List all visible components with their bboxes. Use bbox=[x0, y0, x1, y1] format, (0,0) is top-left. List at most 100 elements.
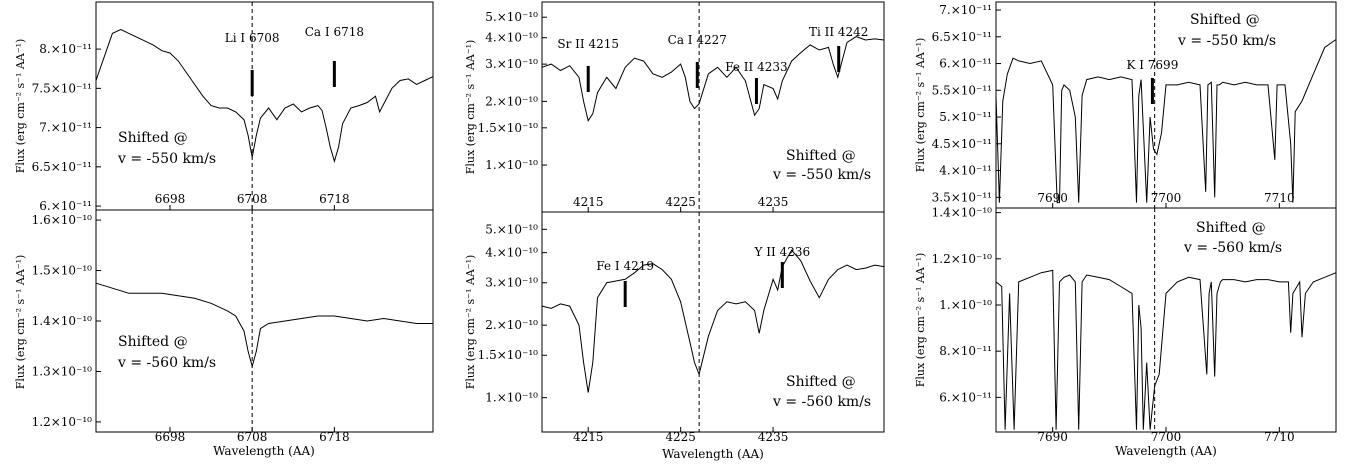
panel-ca-top: 1.×10⁻¹⁰ 1.5×10⁻¹⁰ 2.×10⁻¹⁰ 3.×10⁻¹⁰ 4.×10⁻¹… bbox=[464, 1, 885, 213]
x-tick-label: 6698 bbox=[155, 192, 186, 206]
line-marker-label: Fe II 4233 bbox=[725, 60, 787, 74]
y-axis-ticks: 1.2×10⁻¹⁰ 1.3×10⁻¹⁰ 1.4×10⁻¹⁰ 1.5×10⁻¹⁰ 1.6×… bbox=[32, 213, 101, 429]
y-axis-label: Flux (erg cm⁻² s⁻¹ AA⁻¹) bbox=[14, 39, 27, 174]
spectrum-line bbox=[95, 28, 434, 164]
x-tick-label: 7700 bbox=[1151, 430, 1182, 444]
shift-label-line1: Shifted @ bbox=[1196, 220, 1266, 236]
plot-frame bbox=[541, 211, 885, 433]
x-axis-ticks: 7690 7700 7710 bbox=[1037, 191, 1295, 208]
y-tick-label: 1.2×10⁻¹⁰ bbox=[32, 415, 93, 429]
y-axis-label: Flux (erg cm⁻² s⁻¹ AA⁻¹) bbox=[464, 40, 477, 175]
shift-label-line1: Shifted @ bbox=[118, 130, 188, 146]
y-tick-label: 1.5×10⁻¹⁰ bbox=[32, 264, 93, 278]
y-axis-ticks: 1.×10⁻¹⁰ 1.5×10⁻¹⁰ 2.×10⁻¹⁰ 3.×10⁻¹⁰ 4.×10⁻¹… bbox=[478, 10, 547, 172]
shift-label-line2: v = -550 km/s bbox=[117, 151, 216, 167]
y-axis-label: Flux (erg cm⁻² s⁻¹ AA⁻¹) bbox=[464, 255, 477, 390]
line-markers: K I 7699 bbox=[1126, 58, 1178, 104]
y-tick-label: 1.4×10⁻¹⁰ bbox=[32, 314, 93, 328]
y-tick-label: 1.×10⁻¹⁰ bbox=[939, 298, 992, 312]
y-tick-label: 6.×10⁻¹¹ bbox=[39, 199, 92, 213]
line-markers: Fe I 4219 Y II 4236 bbox=[596, 245, 810, 307]
y-tick-label: 1.3×10⁻¹⁰ bbox=[32, 364, 93, 378]
x-axis-label: Wavelength (AA) bbox=[213, 444, 315, 458]
x-tick-label: 4235 bbox=[758, 430, 789, 444]
y-axis-ticks: 6.×10⁻¹¹ 6.5×10⁻¹¹ 7.×10⁻¹¹ 7.5×10⁻¹¹ 8.×10⁻… bbox=[32, 42, 101, 213]
plot-frame bbox=[995, 1, 1337, 209]
y-tick-label: 1.6×10⁻¹⁰ bbox=[32, 213, 93, 227]
x-tick-label: 7710 bbox=[1264, 430, 1295, 444]
y-tick-label: 7.5×10⁻¹¹ bbox=[32, 81, 92, 95]
y-tick-label: 4.×10⁻¹⁰ bbox=[485, 246, 538, 260]
x-tick-label: 4215 bbox=[573, 430, 604, 444]
y-tick-label: 5.5×10⁻¹¹ bbox=[932, 83, 992, 97]
y-axis-label: Flux (erg cm⁻² s⁻¹ AA⁻¹) bbox=[914, 253, 927, 388]
line-marker-label: Ca I 4227 bbox=[668, 33, 727, 47]
y-tick-label: 8.×10⁻¹¹ bbox=[939, 344, 992, 358]
shift-label-line1: Shifted @ bbox=[786, 148, 856, 164]
x-axis-label: Wavelength (AA) bbox=[1115, 444, 1217, 458]
spectrum-line bbox=[95, 282, 433, 369]
panel-k-bottom: 6.×10⁻¹¹ 8.×10⁻¹¹ 1.×10⁻¹⁰ 1.2×10⁻¹⁰ 1.4×10⁻… bbox=[914, 206, 1337, 458]
plot-frame bbox=[95, 209, 434, 433]
line-marker-label: K I 7699 bbox=[1126, 58, 1178, 72]
y-axis-label: Flux (erg cm⁻² s⁻¹ AA⁻¹) bbox=[14, 255, 27, 390]
spectrum-line bbox=[995, 39, 1337, 204]
x-axis-label: Wavelength (AA) bbox=[662, 447, 764, 461]
y-tick-label: 3.5×10⁻¹¹ bbox=[932, 190, 992, 204]
y-tick-label: 1.4×10⁻¹⁰ bbox=[932, 206, 993, 220]
spectrum-line bbox=[541, 249, 885, 393]
y-axis-ticks: 1.×10⁻¹⁰ 1.5×10⁻¹⁰ 2.×10⁻¹⁰ 3.×10⁻¹⁰ 4.×10⁻¹… bbox=[478, 222, 547, 405]
y-tick-label: 2.×10⁻¹⁰ bbox=[485, 94, 538, 108]
y-tick-label: 7.×10⁻¹¹ bbox=[39, 121, 92, 135]
y-tick-label: 5.×10⁻¹¹ bbox=[939, 110, 992, 124]
y-tick-label: 5.×10⁻¹⁰ bbox=[485, 222, 538, 236]
y-tick-label: 4.×10⁻¹¹ bbox=[939, 164, 992, 178]
line-markers: Sr II 4215 Ca I 4227 Fe II 4233 Ti II 4242 bbox=[557, 25, 868, 104]
panel-ca-bottom: 1.×10⁻¹⁰ 1.5×10⁻¹⁰ 2.×10⁻¹⁰ 3.×10⁻¹⁰ 4.×10⁻¹… bbox=[464, 211, 885, 461]
y-tick-label: 1.2×10⁻¹⁰ bbox=[932, 252, 993, 266]
line-marker-label: Sr II 4215 bbox=[557, 37, 619, 51]
panel-li-bottom: 1.2×10⁻¹⁰ 1.3×10⁻¹⁰ 1.4×10⁻¹⁰ 1.5×10⁻¹⁰ 1.6×… bbox=[14, 209, 434, 458]
y-tick-label: 5.×10⁻¹⁰ bbox=[485, 10, 538, 24]
x-tick-label: 4215 bbox=[573, 195, 604, 209]
y-axis-ticks: 6.×10⁻¹¹ 8.×10⁻¹¹ 1.×10⁻¹⁰ 1.2×10⁻¹⁰ 1.4×10⁻… bbox=[932, 206, 1001, 404]
x-tick-label: 6718 bbox=[319, 192, 350, 206]
line-marker-label: Ca I 6718 bbox=[305, 25, 364, 39]
y-tick-label: 1.×10⁻¹⁰ bbox=[485, 391, 538, 405]
y-tick-label: 6.5×10⁻¹¹ bbox=[32, 160, 92, 174]
x-tick-label: 4225 bbox=[665, 195, 696, 209]
shift-label-line1: Shifted @ bbox=[118, 334, 188, 350]
y-tick-label: 2.×10⁻¹⁰ bbox=[485, 318, 538, 332]
x-tick-label: 7690 bbox=[1037, 430, 1068, 444]
y-axis-ticks: 3.5×10⁻¹¹ 4.×10⁻¹¹ 4.5×10⁻¹¹ 5.×10⁻¹¹ 5.5×10… bbox=[932, 3, 1001, 204]
plot-frame bbox=[995, 207, 1337, 433]
x-tick-label: 6708 bbox=[237, 430, 268, 444]
spectrum-line bbox=[995, 269, 1337, 430]
x-axis-ticks: 4215 4225 4235 bbox=[573, 195, 788, 212]
x-tick-label: 6718 bbox=[319, 430, 350, 444]
y-tick-label: 7.×10⁻¹¹ bbox=[939, 3, 992, 17]
x-tick-label: 6698 bbox=[155, 430, 186, 444]
panel-k-top: 3.5×10⁻¹¹ 4.×10⁻¹¹ 4.5×10⁻¹¹ 5.×10⁻¹¹ 5.5×10… bbox=[914, 1, 1337, 209]
y-tick-label: 8.×10⁻¹¹ bbox=[39, 42, 92, 56]
y-tick-label: 4.5×10⁻¹¹ bbox=[932, 137, 992, 151]
panel-li-top: 6.×10⁻¹¹ 6.5×10⁻¹¹ 7.×10⁻¹¹ 7.5×10⁻¹¹ 8.×10⁻… bbox=[14, 1, 434, 213]
y-tick-label: 1.×10⁻¹⁰ bbox=[485, 158, 538, 172]
x-tick-label: 7690 bbox=[1037, 191, 1068, 205]
y-tick-label: 6.×10⁻¹¹ bbox=[939, 57, 992, 71]
shift-label-line2: v = -560 km/s bbox=[117, 355, 216, 371]
x-axis-ticks: 7690 7700 7710 bbox=[1037, 427, 1295, 444]
line-marker-label: Ti II 4242 bbox=[809, 25, 869, 39]
line-markers: Li I 6708 Ca I 6718 bbox=[225, 25, 364, 96]
y-tick-label: 3.×10⁻¹⁰ bbox=[485, 276, 538, 290]
x-tick-label: 4235 bbox=[758, 195, 789, 209]
shift-label-line1: Shifted @ bbox=[786, 374, 856, 390]
shift-label-line1: Shifted @ bbox=[1190, 12, 1260, 28]
line-marker-label: Li I 6708 bbox=[225, 31, 280, 45]
x-axis-ticks: 4215 4225 4235 bbox=[573, 427, 788, 444]
spectrum-line bbox=[541, 36, 885, 122]
y-axis-label: Flux (erg cm⁻² s⁻¹ AA⁻¹) bbox=[914, 38, 927, 173]
shift-label-line2: v = -560 km/s bbox=[1183, 240, 1282, 256]
y-tick-label: 6.×10⁻¹¹ bbox=[939, 390, 992, 404]
x-tick-label: 7700 bbox=[1151, 191, 1182, 205]
